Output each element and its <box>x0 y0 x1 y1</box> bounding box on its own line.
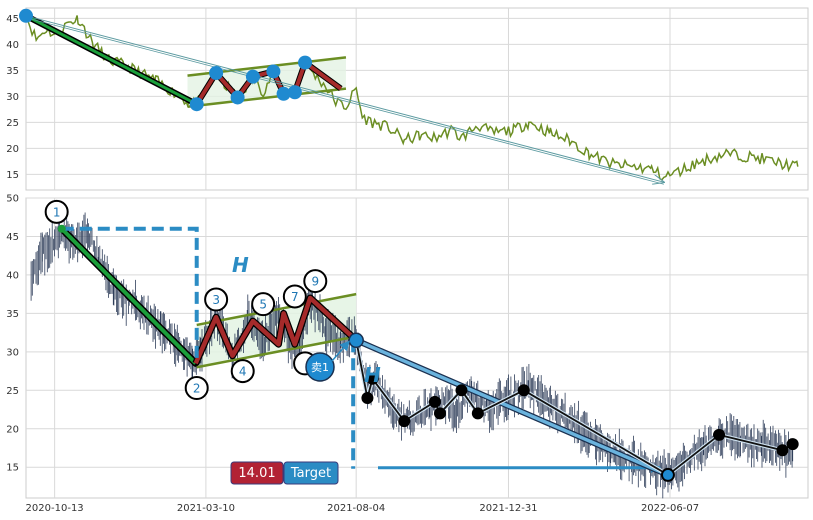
bottom-y-ticks: 15 20 25 30 35 40 45 50 <box>6 194 19 474</box>
pivot-label-circle-5 <box>282 284 307 309</box>
forecast-line <box>355 338 669 477</box>
top-y-tick-3: 30 <box>6 92 19 103</box>
bottom-overlay: 1 2 3 4 5 79 卖1 <box>30 199 799 499</box>
bottom-x-tick-4: 2022-06-07 <box>641 503 699 514</box>
top-pivot-4 <box>245 69 260 84</box>
pivot-label-5: 7 <box>291 290 299 304</box>
top-pivot-0 <box>19 8 33 23</box>
top-pivot-1 <box>189 97 204 112</box>
pivot-label-3: 4 <box>239 365 247 379</box>
top-panel: 15 20 25 30 35 40 45 <box>6 7 809 191</box>
bottom-y-tick-4: 35 <box>6 309 19 320</box>
actual-point-1 <box>361 392 374 404</box>
top-plot-frame <box>25 7 809 191</box>
bottom-x-tick-1: 2021-03-10 <box>177 503 235 514</box>
bottom-y-tick-6: 45 <box>6 232 19 243</box>
pivot-label-circle-1 <box>184 376 209 400</box>
top-channel-lower <box>187 87 347 109</box>
bottom-x-ticks: 2020-10-13 2021-03-10 2021-08-04 2021-12-31… <box>26 503 700 514</box>
top-pivot-7 <box>287 85 302 100</box>
pivot-label-circle-4 <box>251 292 276 317</box>
top-y-tick-4: 35 <box>6 66 19 77</box>
top-y-tick-5: 40 <box>6 40 19 51</box>
actual-point-5 <box>434 407 446 420</box>
actual-point-11 <box>776 444 789 457</box>
pivot-label-circle-3 <box>230 359 255 384</box>
height-label-right: H <box>364 363 381 387</box>
pivot-label-circle-0 <box>44 199 69 224</box>
actual-point-7 <box>471 407 484 420</box>
top-projection-arrow-edge <box>25 17 664 185</box>
top-pivot-5 <box>266 64 281 79</box>
target-badge-label: Target <box>283 461 339 485</box>
top-y-tick-2: 25 <box>6 118 19 129</box>
top-overlay <box>19 8 799 185</box>
pivot-label-4: 5 <box>259 298 267 312</box>
actual-point-6 <box>455 384 468 397</box>
sell-marker <box>305 352 335 382</box>
breakout-point <box>348 332 364 349</box>
actual-point-12 <box>786 438 799 451</box>
bottom-trend-line <box>60 227 198 365</box>
actual-point-4 <box>428 395 441 408</box>
sell-marker-text: 卖1 <box>311 361 329 374</box>
top-grid <box>26 8 808 190</box>
bottom-y-tick-2: 25 <box>6 386 19 397</box>
bottom-x-tick-2: 2021-08-04 <box>327 503 385 514</box>
pivot-label-2: 3 <box>212 293 220 307</box>
top-projection-arrow <box>25 15 664 182</box>
top-y-tick-1: 20 <box>6 144 19 155</box>
target-label-text: Target <box>290 466 331 481</box>
top-pivot-2 <box>209 66 224 80</box>
top-pivot-6 <box>276 86 291 101</box>
height-label-left: H <box>232 253 249 277</box>
pivot-label-1: 2 <box>193 382 201 396</box>
actual-point-2 <box>366 372 379 385</box>
bottom-zigzag <box>193 295 358 365</box>
actual-point-8 <box>517 384 530 397</box>
bottom-y-tick-3: 30 <box>6 347 19 358</box>
top-pivot-3 <box>230 90 245 105</box>
height-marker-dashed <box>61 226 199 364</box>
top-pivot-8 <box>298 55 313 70</box>
pivot-label-circle-6 <box>303 269 328 294</box>
bottom-channel-lower <box>196 335 357 369</box>
bottom-x-tick-0: 2020-10-13 <box>26 503 84 514</box>
top-y-tick-6: 45 <box>6 14 19 25</box>
bottom-start-point <box>57 224 66 233</box>
bottom-y-tick-0: 15 <box>6 463 19 474</box>
sell-marker-arrow <box>331 340 350 362</box>
actual-point-10 <box>713 428 726 441</box>
bottom-channel-upper <box>196 292 357 327</box>
target-badge-price: 14.01 <box>230 461 284 485</box>
top-channel-fill <box>187 57 346 107</box>
target-point <box>660 467 675 482</box>
bottom-plot-frame <box>25 197 809 499</box>
top-y-tick-0: 15 <box>6 170 19 181</box>
target-price-text: 14.01 <box>238 466 275 481</box>
pivot-label-0: 1 <box>53 205 61 219</box>
bottom-y-tick-1: 20 <box>6 424 19 435</box>
bottom-y-tick-7: 50 <box>6 194 19 205</box>
bottom-y-tick-5: 40 <box>6 270 19 281</box>
top-y-ticks: 15 20 25 30 35 40 45 <box>6 14 19 181</box>
pivot-label-6: 9 <box>311 275 319 289</box>
bottom-x-tick-3: 2021-12-31 <box>479 503 537 514</box>
top-trend-line <box>25 14 198 106</box>
actual-point-3 <box>398 415 411 428</box>
pivot-label-circle-2 <box>204 287 229 312</box>
